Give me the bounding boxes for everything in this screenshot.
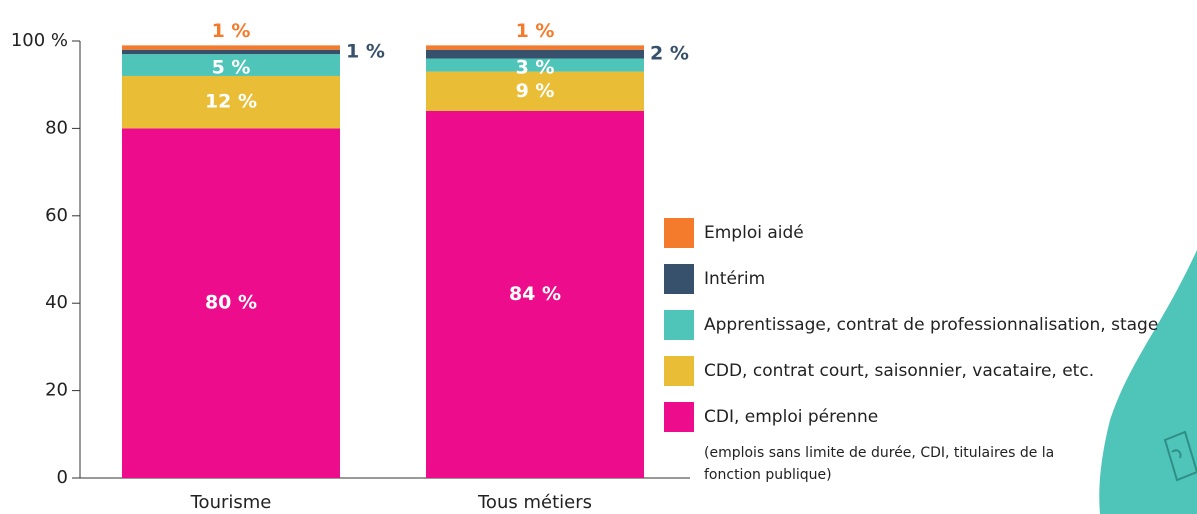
value-label: 5 %	[212, 57, 251, 79]
legend-swatch	[664, 356, 694, 386]
bar-segment	[426, 110, 644, 479]
bar-segment	[122, 49, 340, 55]
bar-segment	[122, 45, 340, 50]
legend-label: Apprentissage, contrat de professionnali…	[704, 315, 1158, 335]
bar-segment	[426, 49, 644, 59]
y-tick-label: 60	[45, 205, 68, 226]
y-tick-label: 100 %	[11, 30, 68, 51]
decoration-icon	[1163, 430, 1197, 482]
legend-swatch	[664, 402, 694, 432]
decoration	[1099, 250, 1197, 514]
bar-segment	[426, 58, 644, 72]
legend-swatch	[664, 310, 694, 340]
legend-note: (emplois sans limite de durée, CDI, titu…	[704, 445, 1054, 483]
legend-swatch	[664, 264, 694, 294]
value-label: 9 %	[516, 80, 555, 102]
legend-swatch	[664, 218, 694, 248]
bar-segment	[426, 45, 644, 50]
value-label: 84 %	[509, 283, 561, 305]
bar-segment	[122, 54, 340, 76]
y-tick-label: 40	[45, 292, 68, 313]
value-label: 80 %	[205, 292, 257, 314]
legend-label: Emploi aidé	[704, 223, 804, 243]
value-label: 1 %	[346, 40, 385, 62]
legend-label: CDI, emploi pérenne	[704, 407, 878, 427]
y-tick-label: 80	[45, 117, 68, 138]
value-label: 12 %	[205, 91, 257, 113]
y-tick-label: 0	[57, 467, 68, 488]
value-label: 2 %	[650, 43, 689, 65]
value-label: 1 %	[516, 20, 555, 42]
legend-label: Intérim	[704, 269, 765, 289]
value-label: 1 %	[212, 20, 251, 42]
x-tick-label: Tous métiers	[477, 492, 592, 513]
bar-segment	[122, 75, 340, 129]
bar-segment	[122, 128, 340, 478]
x-tick-label: Tourisme	[190, 492, 272, 513]
value-label: 3 %	[516, 57, 555, 79]
legend-label: CDD, contrat court, saisonnier, vacatair…	[704, 361, 1094, 381]
bar-segment	[426, 71, 644, 111]
y-tick-label: 20	[45, 380, 68, 401]
